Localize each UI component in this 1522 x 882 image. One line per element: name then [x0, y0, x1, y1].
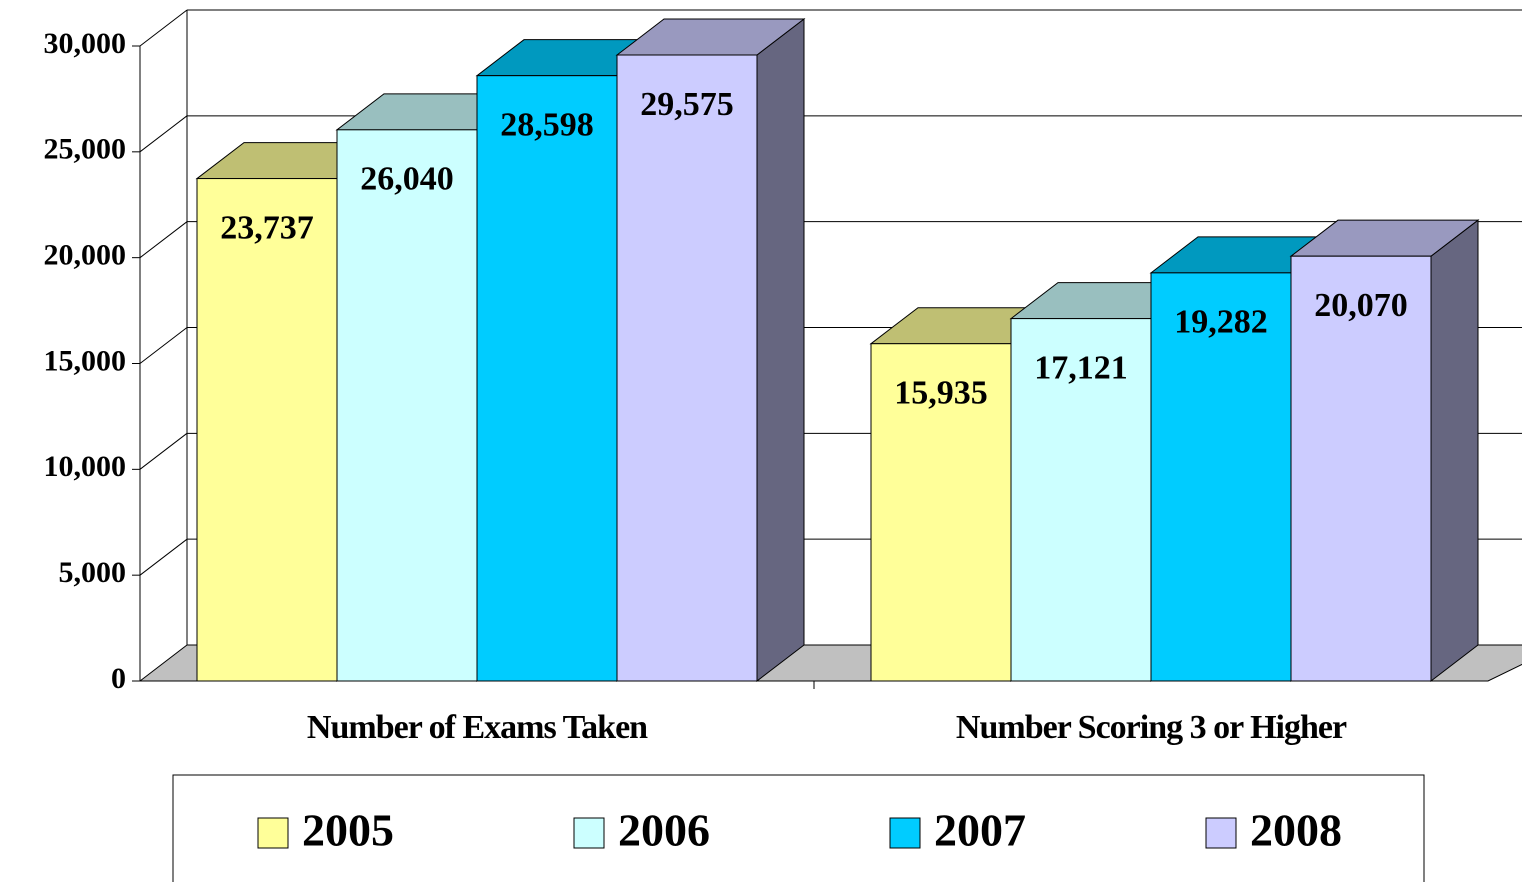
bar [616, 54, 758, 682]
y-tick-label: 15,000 [44, 344, 127, 377]
legend-swatch [573, 817, 605, 849]
bar [1290, 255, 1432, 682]
grid-line [139, 9, 188, 47]
grid-line [139, 432, 188, 470]
y-tick-label: 30,000 [44, 27, 127, 60]
bar-side [1430, 219, 1479, 683]
y-tick-label: 5,000 [59, 556, 127, 589]
legend-label: 2008 [1250, 805, 1342, 856]
y-tick-label: 0 [111, 662, 126, 695]
grid-line [139, 538, 188, 576]
grid-line [139, 221, 188, 259]
legend-label: 2007 [934, 805, 1026, 856]
legend-label: 2005 [302, 805, 394, 856]
y-tick-label: 20,000 [44, 239, 127, 272]
grid-line [139, 115, 188, 153]
data-label: 23,737 [220, 209, 314, 246]
bar [870, 343, 1012, 682]
data-label: 19,282 [1174, 304, 1268, 341]
y-tick-label: 25,000 [44, 133, 127, 166]
bar-side [756, 17, 805, 683]
grid-line [139, 327, 188, 364]
data-label: 29,575 [640, 86, 734, 123]
legend-label: 2006 [618, 805, 710, 856]
x-tick-label: Number Scoring 3 or Higher [956, 709, 1347, 746]
legend-swatch [889, 817, 921, 849]
data-label: 26,040 [360, 161, 454, 198]
data-label: 15,935 [894, 375, 988, 412]
y-tick-label: 10,000 [44, 450, 127, 483]
x-tick-label: Number of Exams Taken [307, 709, 648, 746]
legend-swatch [1205, 817, 1237, 849]
bar [196, 178, 338, 682]
legend-swatch [257, 817, 289, 849]
data-label: 28,598 [500, 106, 594, 143]
bar [476, 75, 618, 682]
data-label: 17,121 [1034, 349, 1128, 386]
data-label: 20,070 [1314, 287, 1408, 324]
bar [336, 129, 478, 682]
bar [1010, 318, 1152, 682]
bar [1150, 272, 1292, 682]
